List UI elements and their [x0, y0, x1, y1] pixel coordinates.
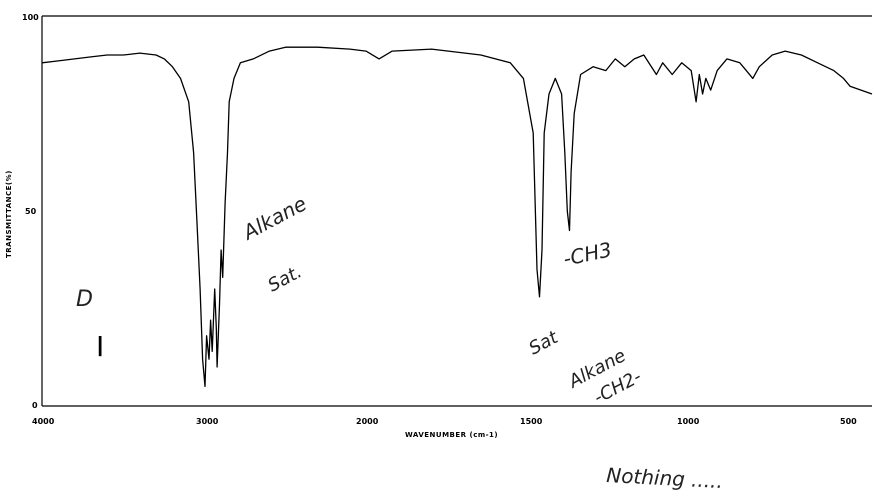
note-letter-d: D	[76, 287, 93, 312]
x-axis-title: WAVENUMBER (cm-1)	[405, 431, 498, 439]
y-tick-0: 0	[32, 401, 38, 410]
x-tick-1000: 1000	[677, 417, 700, 426]
roman-numeral-label: I	[96, 330, 104, 363]
x-tick-2000: 2000	[356, 417, 379, 426]
x-tick-3000: 3000	[196, 417, 219, 426]
x-tick-1500: 1500	[520, 417, 543, 426]
plot-frame	[41, 15, 872, 407]
x-tick-4000: 4000	[32, 417, 55, 426]
x-tick-500: 500	[840, 417, 857, 426]
spectrum-line	[41, 46, 873, 388]
y-tick-100: 100	[22, 13, 39, 22]
y-tick-50: 50	[25, 207, 37, 216]
y-axis-title: TRANSMITTANCE(%)	[5, 170, 13, 258]
